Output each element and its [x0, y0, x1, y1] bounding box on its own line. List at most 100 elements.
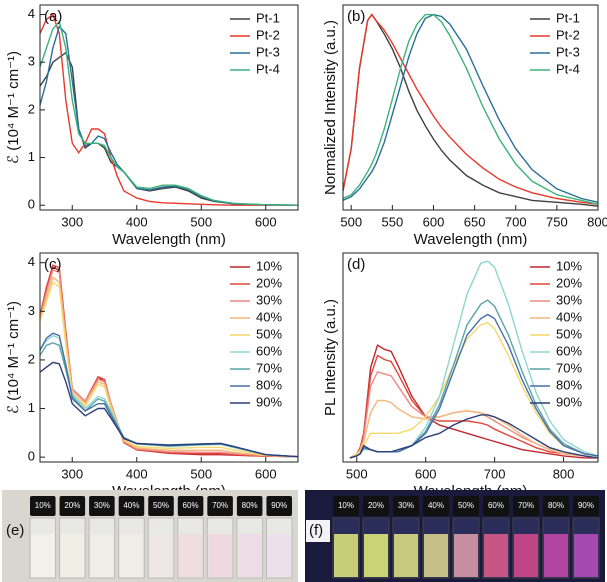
vial-label: 20%	[368, 501, 384, 510]
x-tick-label: 600	[255, 214, 277, 229]
vial-label: 10%	[338, 501, 354, 510]
y-axis-label: ℰ (10⁴ M⁻¹ cm⁻¹)	[5, 301, 22, 414]
y-axis-label: ℰ (10⁴ M⁻¹ cm⁻¹)	[5, 51, 22, 164]
y-tick-label: 3	[28, 303, 35, 318]
vial-liquid	[394, 534, 418, 577]
series-line	[349, 414, 599, 459]
x-tick-label: 550	[382, 214, 404, 229]
vial-liquid	[454, 534, 478, 577]
vial-cap	[59, 496, 86, 516]
plot-frame	[39, 252, 299, 463]
legend-label: 60%	[256, 343, 282, 358]
x-tick-label: 300	[61, 466, 83, 481]
vial-liquid	[574, 534, 598, 577]
y-tick-label: 3	[28, 54, 35, 69]
legend-label: 20%	[556, 275, 582, 290]
x-axis-label: Wavelength (nm)	[112, 231, 226, 248]
y-tick-label: 4	[28, 254, 35, 269]
vial-label: 40%	[123, 501, 139, 510]
vial-liquid	[514, 534, 538, 577]
series-line	[39, 276, 299, 458]
vial-cap	[236, 496, 263, 516]
legend-label: 40%	[256, 309, 282, 324]
vial-liquid	[484, 534, 508, 577]
legend-label: 10%	[256, 258, 282, 273]
series-line	[349, 344, 598, 459]
vial-liquid	[267, 534, 291, 577]
vial-cap	[483, 496, 509, 516]
x-tick-label: 800	[553, 466, 575, 481]
x-tick-label: 700	[505, 214, 527, 229]
legend-label: Pt-1	[556, 10, 580, 25]
vial-liquid	[424, 534, 448, 577]
vial-label: 10%	[35, 501, 51, 510]
x-axis-label: Wavelength (nm)	[414, 231, 528, 248]
legend-label: Pt-1	[256, 10, 280, 25]
vial-label: 30%	[398, 501, 414, 510]
legend-label: Pt-4	[556, 61, 580, 76]
x-tick-label: 600	[415, 466, 437, 481]
vial-label: 80%	[242, 501, 258, 510]
vial-label: 40%	[428, 501, 444, 510]
panel-label: (f)	[309, 522, 323, 539]
y-tick-label: 1	[28, 149, 35, 164]
y-tick-label: 4	[28, 6, 35, 21]
vial-liquid	[334, 534, 358, 577]
vial-cap	[333, 496, 359, 516]
vial-liquid	[237, 534, 262, 577]
vial-liquid	[119, 534, 144, 577]
x-tick-label: 600	[423, 214, 445, 229]
series-line	[342, 13, 599, 207]
vial-liquid	[208, 534, 232, 577]
vial-label: 80%	[548, 501, 564, 510]
legend-label: 10%	[556, 258, 582, 273]
vial-cap	[393, 496, 419, 516]
x-tick-label: 300	[61, 214, 83, 229]
vial-label: 50%	[153, 501, 169, 510]
legend-label: 40%	[556, 309, 582, 324]
legend-label: 70%	[256, 360, 282, 375]
legend-label: 50%	[256, 326, 282, 341]
legend-label: 80%	[256, 377, 282, 392]
legend-label: 60%	[556, 343, 582, 358]
y-tick-label: 0	[28, 197, 35, 212]
panel-label-bg	[306, 520, 330, 542]
y-tick-label: 1	[28, 400, 35, 415]
legend-label: 30%	[256, 292, 282, 307]
x-tick-label: 600	[255, 466, 277, 481]
vial-liquid	[364, 534, 388, 577]
panel-label: (b)	[347, 8, 365, 25]
vial-cap	[543, 496, 569, 516]
vial-cap	[177, 496, 204, 516]
vial-label: 90%	[578, 501, 594, 510]
x-tick-label: 650	[464, 214, 486, 229]
x-tick-label: 500	[346, 466, 368, 481]
vial-liquid	[60, 534, 85, 577]
y-tick-label: 2	[28, 351, 35, 366]
series-line	[349, 354, 599, 459]
x-tick-label: 500	[340, 214, 362, 229]
vial-label: 60%	[488, 501, 504, 510]
plot-frame	[342, 252, 599, 463]
vial-label: 70%	[518, 501, 534, 510]
x-tick-label: 400	[126, 214, 148, 229]
vial-cap	[207, 496, 233, 516]
series-line	[39, 361, 299, 458]
legend-label: 70%	[556, 360, 582, 375]
vial-label: 70%	[212, 501, 228, 510]
vial-cap	[423, 496, 449, 516]
legend-label: Pt-2	[556, 27, 580, 42]
y-axis-label: PL Intensity (a.u.)	[322, 299, 339, 416]
y-tick-label: 0	[28, 449, 35, 464]
vial-cap	[513, 496, 539, 516]
x-tick-label: 700	[484, 466, 506, 481]
legend-label: 80%	[556, 377, 582, 392]
vial-label: 60%	[183, 501, 199, 510]
legend-label: Pt-4	[256, 61, 280, 76]
x-tick-label: 800	[587, 214, 607, 229]
y-tick-label: 2	[28, 101, 35, 116]
vial-cap	[30, 496, 56, 516]
legend-label: Pt-2	[256, 27, 280, 42]
vial-label: 30%	[94, 501, 110, 510]
vial-cap	[363, 496, 389, 516]
